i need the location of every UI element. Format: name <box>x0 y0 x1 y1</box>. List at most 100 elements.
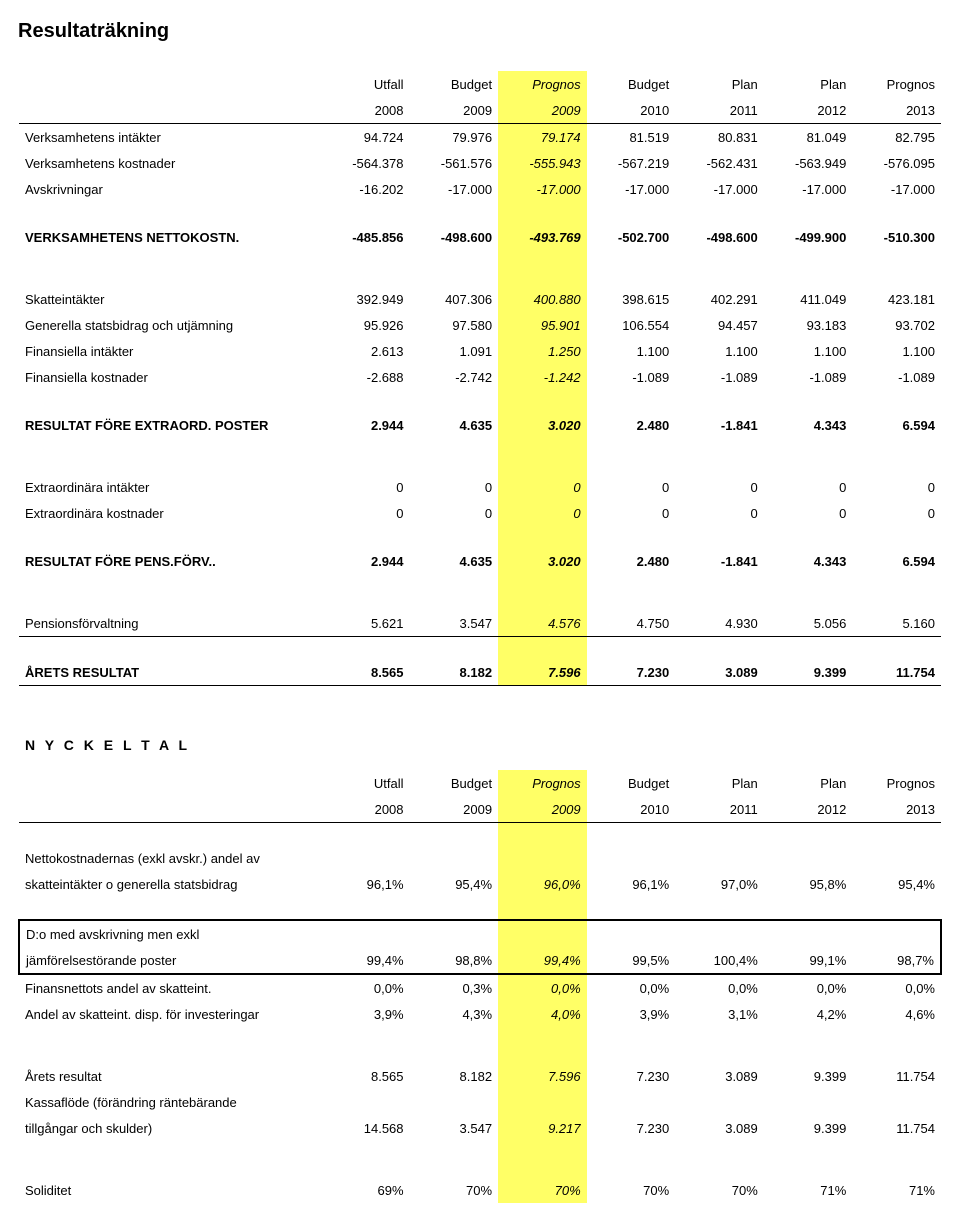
cell: 9.399 <box>764 659 853 686</box>
cell: 71% <box>764 1177 853 1203</box>
cell: 11.754 <box>852 1115 941 1141</box>
col-header: Plan <box>675 71 764 97</box>
boxed-cell: 98,8% <box>410 947 499 974</box>
cell: 8.182 <box>410 1063 499 1089</box>
col-header-year: 2012 <box>764 97 853 124</box>
cell: 1.100 <box>587 338 676 364</box>
cell: -1.841 <box>675 412 764 438</box>
cell: -1.841 <box>675 548 764 574</box>
col-header: Budget <box>587 71 676 97</box>
cell: -555.943 <box>498 150 587 176</box>
cell: 0 <box>764 474 853 500</box>
cell: 8.182 <box>410 659 499 686</box>
cell: 0 <box>321 500 410 526</box>
cell: 423.181 <box>852 286 941 312</box>
row-label: VERKSAMHETENS NETTOKOSTN. <box>19 224 321 250</box>
row-label: RESULTAT FÖRE EXTRAORD. POSTER <box>19 412 321 438</box>
cell: 95,8% <box>764 871 853 897</box>
cell: 79.976 <box>410 124 499 151</box>
cell: 1.100 <box>675 338 764 364</box>
cell <box>410 845 499 871</box>
row-label: Avskrivningar <box>19 176 321 202</box>
cell: 411.049 <box>764 286 853 312</box>
cell: 0,0% <box>498 974 587 1001</box>
cell: 0,0% <box>852 974 941 1001</box>
cell: 0,0% <box>321 974 410 1001</box>
cell: 0 <box>587 474 676 500</box>
row-label: ÅRETS RESULTAT <box>19 659 321 686</box>
cell: 9.217 <box>498 1115 587 1141</box>
cell: 3.547 <box>410 610 499 637</box>
cell: 4,2% <box>764 1001 853 1027</box>
boxed-cell: 99,1% <box>764 947 853 974</box>
cell: -16.202 <box>321 176 410 202</box>
cell <box>321 1089 410 1115</box>
cell: 3,1% <box>675 1001 764 1027</box>
cell <box>764 845 853 871</box>
cell: 97,0% <box>675 871 764 897</box>
cell: 3.089 <box>675 1115 764 1141</box>
cell: 0,0% <box>764 974 853 1001</box>
row-label: Generella statsbidrag och utjämning <box>19 312 321 338</box>
cell: -1.089 <box>675 364 764 390</box>
col-header: Prognos <box>498 71 587 97</box>
cell: 2.944 <box>321 548 410 574</box>
cell: -17.000 <box>852 176 941 202</box>
col-header-year: 2013 <box>852 97 941 124</box>
row-label: Kassaflöde (förändring räntebärande <box>19 1089 321 1115</box>
cell: 2.480 <box>587 548 676 574</box>
boxed-label-2: jämförelsestörande poster <box>19 947 321 974</box>
cell: 95,4% <box>852 871 941 897</box>
cell: 3,9% <box>587 1001 676 1027</box>
cell: 4.343 <box>764 548 853 574</box>
cell: 4.750 <box>587 610 676 637</box>
cell: 106.554 <box>587 312 676 338</box>
cell: 94.724 <box>321 124 410 151</box>
cell: -17.000 <box>410 176 499 202</box>
cell: 2.480 <box>587 412 676 438</box>
cell <box>764 1089 853 1115</box>
cell: 2.613 <box>321 338 410 364</box>
boxed-cell: 100,4% <box>675 947 764 974</box>
cell: -17.000 <box>675 176 764 202</box>
boxed-cell: 99,4% <box>498 947 587 974</box>
row-label: Finansiella intäkter <box>19 338 321 364</box>
cell: 11.754 <box>852 659 941 686</box>
cell: 70% <box>675 1177 764 1203</box>
cell: 7.596 <box>498 659 587 686</box>
cell: 93.183 <box>764 312 853 338</box>
cell: 14.568 <box>321 1115 410 1141</box>
cell: 7.596 <box>498 1063 587 1089</box>
cell: 80.831 <box>675 124 764 151</box>
cell: 79.174 <box>498 124 587 151</box>
cell: 0,0% <box>587 974 676 1001</box>
row-label: Andel av skatteint. disp. för investerin… <box>19 1001 321 1027</box>
cell: 2.944 <box>321 412 410 438</box>
cell <box>675 845 764 871</box>
boxed-cell: 99,5% <box>587 947 676 974</box>
cell: -1.089 <box>587 364 676 390</box>
cell: -562.431 <box>675 150 764 176</box>
cell: 392.949 <box>321 286 410 312</box>
cell: 8.565 <box>321 659 410 686</box>
cell: 11.754 <box>852 1063 941 1089</box>
cell: 407.306 <box>410 286 499 312</box>
cell: 8.565 <box>321 1063 410 1089</box>
row-label: tillgångar och skulder) <box>19 1115 321 1141</box>
cell: -498.600 <box>410 224 499 250</box>
cell: -561.576 <box>410 150 499 176</box>
cell: 70% <box>587 1177 676 1203</box>
cell: 95.901 <box>498 312 587 338</box>
cell: 0 <box>321 474 410 500</box>
row-label: Extraordinära kostnader <box>19 500 321 526</box>
income-statement-table: UtfallBudgetPrognosBudgetPlanPlanPrognos… <box>18 71 942 1203</box>
cell: 81.519 <box>587 124 676 151</box>
row-label: Verksamhetens kostnader <box>19 150 321 176</box>
cell: 7.230 <box>587 659 676 686</box>
cell: 1.100 <box>764 338 853 364</box>
row-label: Nettokostnadernas (exkl avskr.) andel av <box>19 845 321 871</box>
boxed-label-1: D:o med avskrivning men exkl <box>19 920 321 947</box>
cell: 400.880 <box>498 286 587 312</box>
cell <box>587 1089 676 1115</box>
col-header-year: 2009 <box>410 97 499 124</box>
